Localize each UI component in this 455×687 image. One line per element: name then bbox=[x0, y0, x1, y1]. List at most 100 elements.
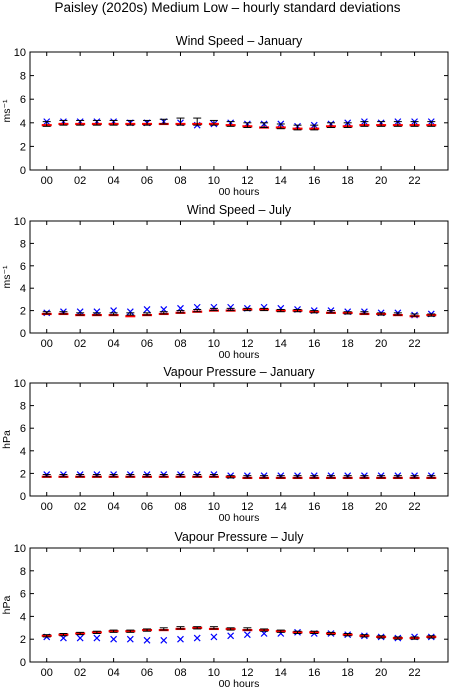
y-tick-label: 0 bbox=[20, 328, 26, 340]
x-tick-label: 14 bbox=[275, 667, 287, 679]
errorbar-point bbox=[209, 474, 218, 478]
errorbar-point bbox=[427, 635, 436, 639]
y-tick-label: 2 bbox=[20, 468, 26, 480]
y-tick-label: 8 bbox=[20, 566, 26, 578]
y-tick-label: 0 bbox=[20, 491, 26, 503]
errorbar-point bbox=[92, 119, 101, 126]
x-marker-point bbox=[210, 633, 218, 641]
y-tick-label: 0 bbox=[20, 657, 26, 669]
x-tick-label: 06 bbox=[141, 338, 153, 350]
x-marker-point bbox=[93, 634, 101, 642]
errorbar-point bbox=[143, 312, 152, 316]
errorbar-point bbox=[42, 634, 51, 638]
y-tick-label: 10 bbox=[14, 216, 26, 228]
errorbar-point bbox=[159, 474, 168, 478]
y-tick-label: 10 bbox=[14, 378, 26, 390]
y-tick-label: 4 bbox=[20, 118, 26, 130]
chart-title: Wind Speed – July bbox=[187, 203, 292, 217]
errorbar-point bbox=[243, 627, 252, 631]
errorbar-point bbox=[42, 121, 51, 127]
x-marker-point bbox=[227, 303, 235, 311]
errorbar-point bbox=[360, 121, 369, 127]
x-tick-label: 14 bbox=[275, 501, 287, 513]
x-tick-label: 08 bbox=[174, 338, 186, 350]
x-axis-label: 00 hours bbox=[219, 678, 260, 687]
errorbar-point bbox=[76, 631, 85, 636]
errorbar-point bbox=[193, 474, 202, 478]
errorbar-point bbox=[427, 475, 436, 479]
errorbar-point bbox=[427, 313, 436, 317]
x-tick-label: 20 bbox=[375, 501, 387, 513]
y-tick-label: 0 bbox=[20, 165, 26, 177]
y-tick-label: 8 bbox=[20, 71, 26, 83]
errorbar-point bbox=[109, 474, 118, 478]
y-tick-label: 6 bbox=[20, 589, 26, 601]
x-tick-label: 04 bbox=[107, 338, 119, 350]
errorbar-point bbox=[59, 311, 68, 315]
x-tick-label: 20 bbox=[375, 338, 387, 350]
y-tick-label: 6 bbox=[20, 94, 26, 106]
x-tick-label: 12 bbox=[241, 667, 253, 679]
errorbar-point bbox=[410, 313, 419, 317]
x-marker-point bbox=[143, 636, 151, 644]
y-tick-label: 4 bbox=[20, 446, 26, 458]
x-marker-point bbox=[76, 634, 84, 642]
errorbar-point bbox=[76, 474, 85, 478]
x-tick-label: 08 bbox=[174, 175, 186, 187]
errorbar-point bbox=[176, 117, 185, 126]
errorbar-point bbox=[92, 474, 101, 478]
x-tick-label: 02 bbox=[74, 175, 86, 187]
x-axis-label: 00 hours bbox=[219, 186, 260, 198]
plot-frame bbox=[29, 382, 449, 497]
x-tick-label: 10 bbox=[208, 667, 220, 679]
x-marker-point bbox=[126, 635, 134, 643]
y-axis-label: hPa bbox=[1, 596, 13, 615]
errorbar-point bbox=[76, 119, 85, 126]
x-axis-label: 00 hours bbox=[219, 512, 260, 524]
errorbar-point bbox=[92, 630, 101, 634]
x-tick-label: 00 bbox=[41, 175, 53, 187]
y-axis-label: ms⁻¹ bbox=[1, 99, 13, 123]
x-tick-label: 16 bbox=[308, 501, 320, 513]
x-tick-label: 02 bbox=[74, 667, 86, 679]
x-tick-label: 10 bbox=[208, 175, 220, 187]
y-tick-label: 2 bbox=[20, 141, 26, 153]
x-marker-point bbox=[126, 308, 134, 316]
x-tick-label: 14 bbox=[275, 338, 287, 350]
errorbar-point bbox=[176, 310, 185, 314]
errorbar-point bbox=[176, 626, 185, 630]
errorbar-point bbox=[193, 308, 202, 313]
x-tick-label: 14 bbox=[275, 175, 287, 187]
errorbar-point bbox=[310, 124, 319, 131]
errorbar-point bbox=[126, 312, 135, 316]
errorbar-point bbox=[293, 475, 302, 479]
x-tick-label: 06 bbox=[141, 501, 153, 513]
errorbar-point bbox=[343, 633, 352, 637]
errorbar-point bbox=[42, 474, 51, 478]
errorbar-point bbox=[209, 626, 218, 630]
figure-title: Paisley (2020s) Medium Low – hourly stan… bbox=[54, 0, 401, 15]
errorbar-point bbox=[377, 312, 386, 316]
x-tick-label: 20 bbox=[375, 175, 387, 187]
x-tick-label: 06 bbox=[141, 175, 153, 187]
errorbar-point bbox=[59, 633, 68, 637]
x-tick-label: 08 bbox=[174, 501, 186, 513]
x-tick-label: 22 bbox=[408, 667, 420, 679]
x-tick-label: 12 bbox=[241, 501, 253, 513]
errorbar-point bbox=[393, 121, 402, 127]
x-tick-label: 16 bbox=[308, 667, 320, 679]
x-tick-label: 18 bbox=[342, 667, 354, 679]
x-marker-point bbox=[93, 308, 101, 316]
errorbar-point bbox=[326, 475, 335, 479]
errorbar-point bbox=[360, 634, 369, 638]
errorbar-point bbox=[326, 310, 335, 314]
y-tick-label: 2 bbox=[20, 634, 26, 646]
x-tick-label: 20 bbox=[375, 667, 387, 679]
errorbar-point bbox=[343, 311, 352, 315]
x-marker-point bbox=[193, 634, 201, 642]
errorbar-point bbox=[42, 311, 51, 315]
x-marker-point bbox=[177, 635, 184, 643]
x-marker-point bbox=[76, 308, 84, 316]
